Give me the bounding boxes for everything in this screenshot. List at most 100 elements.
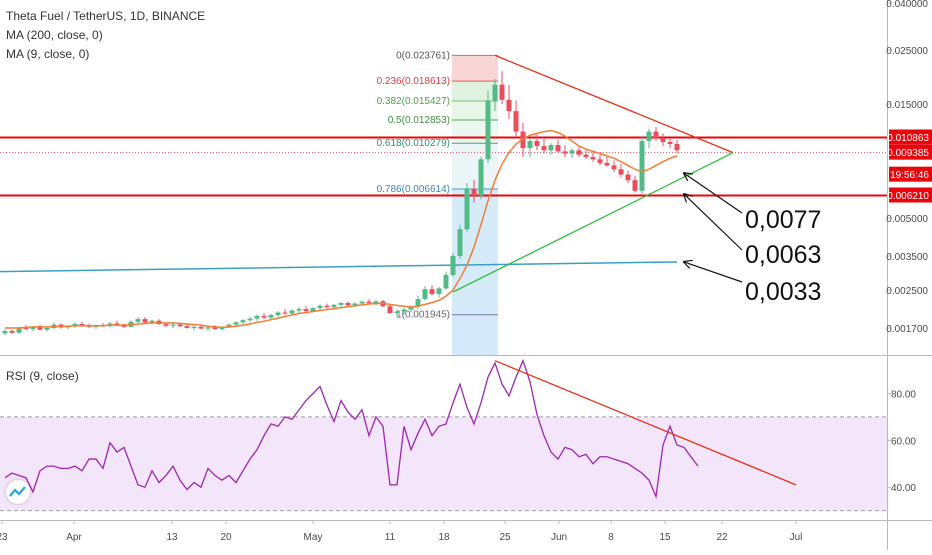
- candle-body: [618, 169, 624, 175]
- candle-body: [436, 288, 442, 295]
- fib-zone: [452, 143, 498, 189]
- fib-zone: [452, 81, 498, 102]
- tradingview-logo[interactable]: [6, 480, 30, 504]
- candle-body: [471, 189, 477, 196]
- candle-body: [387, 306, 393, 313]
- candle-body: [296, 309, 302, 311]
- candle-body: [233, 322, 239, 325]
- time-axis-label: 15: [659, 532, 671, 543]
- candle-body: [394, 311, 400, 313]
- candle-body: [177, 324, 183, 327]
- candle-body: [191, 326, 197, 328]
- fib-level-label: 0.786(0.006614): [377, 184, 450, 195]
- fib-level-label: 0.618(0.010279): [377, 138, 450, 149]
- price-pane-bg: [0, 0, 887, 355]
- candle-body: [37, 327, 43, 330]
- fib-zone: [452, 120, 498, 144]
- fib-level-label: 0.5(0.012853): [388, 115, 450, 126]
- candle-body: [569, 150, 575, 154]
- candle-body: [212, 327, 218, 330]
- candle-body: [562, 151, 568, 154]
- candle-body: [415, 299, 421, 307]
- candle-body: [282, 312, 288, 314]
- candle-body: [198, 326, 204, 329]
- annotation-label: 0,0077: [745, 206, 821, 234]
- time-axis-label: Apr: [66, 532, 82, 543]
- candle-body: [492, 84, 498, 101]
- candle-body: [464, 189, 470, 230]
- candle-body: [541, 146, 547, 151]
- fib-level-label: 0.236(0.018613): [377, 76, 450, 87]
- candle-body: [226, 324, 232, 327]
- candle-body: [401, 309, 407, 312]
- price-tag-box: [889, 187, 932, 203]
- candle-body: [16, 328, 22, 333]
- candle-body: [548, 145, 554, 151]
- price-axis-label: 0.002500: [886, 286, 928, 297]
- tradingview-logo-icon: [9, 486, 26, 497]
- candle-body: [2, 330, 8, 334]
- rsi-legend[interactable]: RSI (9, close): [6, 369, 79, 383]
- candle-body: [9, 330, 15, 333]
- ma9-line: [5, 129, 678, 329]
- price-axis-label: 0.003500: [886, 252, 928, 263]
- annotation-label: 0,0063: [745, 241, 821, 269]
- candle-body: [303, 309, 309, 312]
- candle-body: [653, 131, 659, 139]
- price-tag-label: 0.009385: [887, 148, 929, 159]
- candle-body: [289, 310, 295, 314]
- time-axis-label: 11: [385, 532, 396, 543]
- time-axis-label: Jul: [790, 532, 803, 543]
- date-range-highlight: [452, 314, 498, 355]
- candle-body: [184, 326, 190, 328]
- time-axis-label: 22: [716, 532, 728, 543]
- candle-body: [429, 289, 435, 295]
- price-axis-label: 0.015000: [886, 100, 928, 111]
- candle-body: [660, 138, 666, 143]
- candle-body: [590, 157, 596, 160]
- candle-body: [352, 303, 358, 306]
- price-tag-box: [889, 166, 932, 182]
- candle-body: [604, 162, 610, 166]
- ma9-legend[interactable]: MA (9, close, 0): [6, 47, 90, 61]
- time-axis-label: 18: [438, 532, 450, 543]
- candle-body: [324, 305, 330, 308]
- candle-body: [506, 99, 512, 112]
- candle-body: [163, 324, 169, 326]
- candle-body: [583, 154, 589, 158]
- candle-body: [205, 327, 211, 329]
- candle-body: [310, 308, 316, 312]
- candle-body: [268, 314, 274, 318]
- annotation-arrow: [684, 262, 743, 283]
- rsi-axis-label: 60.00: [891, 436, 916, 447]
- time-axis-label: 8: [608, 532, 614, 543]
- chart-legend: Theta Fuel / TetherUS, 1D, BINANCE MA (2…: [6, 8, 205, 65]
- price-tag-label: 19:56:46: [890, 170, 929, 181]
- time-axis-label: Jun: [551, 532, 567, 543]
- candle-body: [408, 306, 414, 310]
- fib-level-label: 0(0.023761): [396, 50, 450, 61]
- ma200-legend[interactable]: MA (200, close, 0): [6, 28, 103, 42]
- annotation-arrow: [684, 194, 743, 251]
- candle-body: [443, 275, 449, 289]
- time-axis-label: May: [304, 532, 323, 543]
- time-axis-label: 13: [166, 532, 178, 543]
- candle-body: [555, 145, 561, 152]
- candle-body: [625, 174, 631, 181]
- candle-body: [457, 229, 463, 256]
- candle-body: [639, 141, 645, 191]
- price-axis-label: 0.040000: [886, 0, 928, 10]
- price-axis-label: 0.025000: [886, 46, 928, 57]
- rsi-line: [4, 358, 699, 499]
- candle-body: [121, 325, 127, 327]
- candle-body: [261, 316, 267, 318]
- symbol-title[interactable]: Theta Fuel / TetherUS, 1D, BINANCE: [6, 9, 206, 23]
- rsi-band: [0, 416, 887, 511]
- rsi-axis-label: 80.00: [891, 389, 916, 400]
- candle-body: [674, 144, 680, 151]
- candle-body: [485, 100, 491, 160]
- candle-body: [422, 289, 428, 300]
- time-axis-label: 23: [0, 532, 8, 543]
